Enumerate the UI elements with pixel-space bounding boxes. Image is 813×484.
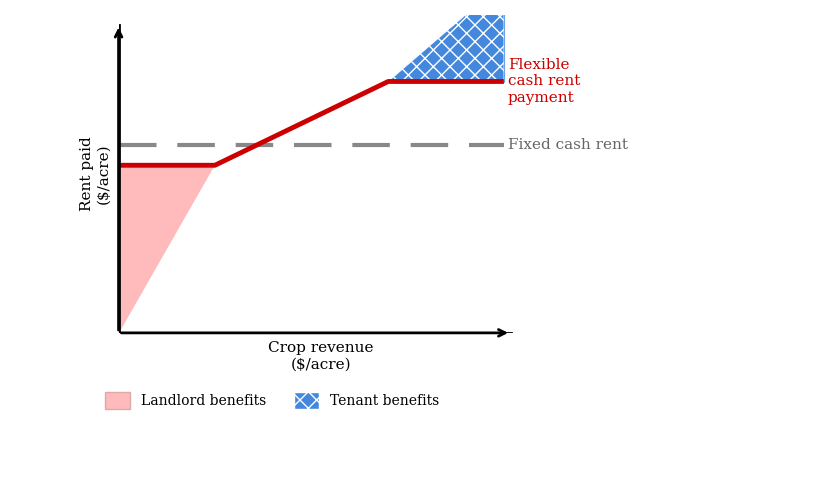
- Text: Flexible
cash rent
payment: Flexible cash rent payment: [508, 58, 580, 105]
- Legend: Landlord benefits, Tenant benefits: Landlord benefits, Tenant benefits: [99, 387, 445, 415]
- Text: Fixed cash rent: Fixed cash rent: [508, 138, 628, 152]
- Polygon shape: [119, 165, 215, 333]
- Y-axis label: Rent paid
($/acre): Rent paid ($/acre): [80, 136, 111, 212]
- X-axis label: Crop revenue
($/acre): Crop revenue ($/acre): [268, 341, 374, 371]
